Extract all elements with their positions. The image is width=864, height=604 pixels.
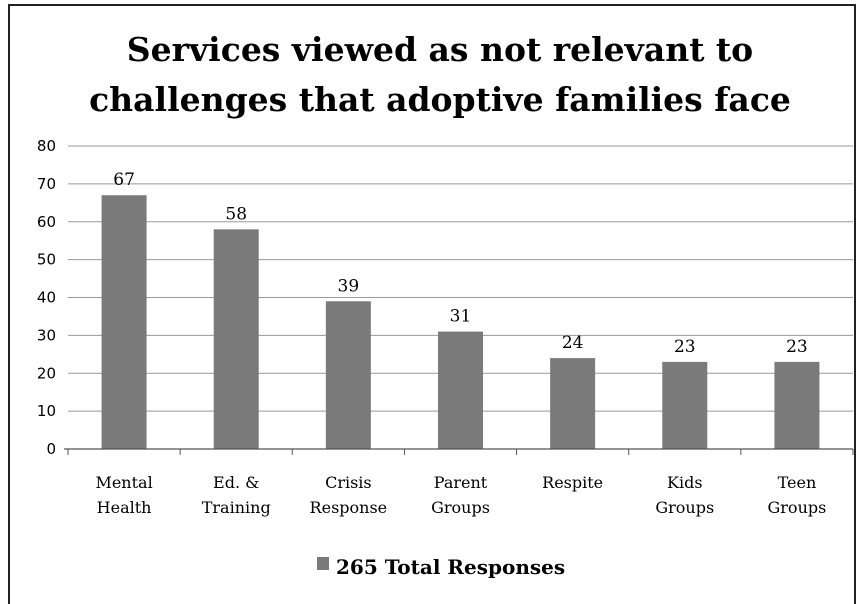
- y-tick-label: 0: [46, 440, 56, 458]
- y-axis-ticks: 0 10 20 30 40 50 60 70 80: [37, 137, 56, 458]
- legend-label: 265 Total Responses: [336, 555, 565, 579]
- bar: [774, 361, 820, 449]
- x-category-label: Health: [97, 498, 152, 517]
- x-category-label: Ed. &: [213, 473, 259, 492]
- x-category-label: Respite: [542, 473, 603, 492]
- x-category-label: Groups: [768, 498, 827, 517]
- y-tick-label: 20: [37, 364, 56, 382]
- bars: [101, 195, 820, 449]
- data-label: 39: [338, 276, 360, 296]
- x-axis-categories: Mental Health Ed. & Training Crisis Response P…: [95, 473, 826, 517]
- data-label: 24: [562, 333, 584, 353]
- bar: [662, 361, 708, 449]
- bar: [213, 229, 259, 449]
- y-tick-label: 60: [37, 213, 56, 231]
- y-tick-label: 10: [37, 402, 56, 420]
- chart-title-line-2: challenges that adoptive families face: [89, 80, 791, 119]
- chart-frame: [8, 4, 856, 604]
- x-category-label: Groups: [655, 498, 714, 517]
- x-category-label: Response: [310, 498, 388, 517]
- y-tick-label: 30: [37, 326, 56, 344]
- legend-swatch: [317, 557, 329, 570]
- y-tick-label: 80: [37, 137, 56, 155]
- chart-title-line-1: Services viewed as not relevant to: [127, 30, 753, 69]
- bar: [101, 195, 147, 449]
- bar: [438, 331, 483, 449]
- y-tick-label: 50: [37, 251, 56, 269]
- y-tick-label: 70: [37, 175, 56, 193]
- data-label: 23: [786, 337, 808, 357]
- data-label: 58: [225, 204, 247, 224]
- data-label: 31: [450, 307, 472, 327]
- legend: 265 Total Responses: [317, 555, 565, 579]
- x-axis: [64, 448, 854, 455]
- chart-title: Services viewed as not relevant to chall…: [89, 30, 791, 119]
- data-label: 67: [113, 170, 135, 190]
- bar: [325, 301, 371, 449]
- data-label: 23: [674, 337, 696, 357]
- y-tick-label: 40: [37, 289, 56, 307]
- x-category-label: Training: [202, 498, 271, 517]
- x-category-label: Parent: [434, 473, 488, 492]
- x-category-label: Groups: [431, 498, 490, 517]
- x-category-label: Teen: [778, 473, 817, 492]
- data-labels: 67 58 39 31 24 23 23: [113, 170, 807, 357]
- bar: [550, 358, 596, 449]
- x-category-label: Mental: [95, 473, 152, 492]
- x-category-label: Crisis: [325, 473, 372, 492]
- x-category-label: Kids: [667, 473, 703, 492]
